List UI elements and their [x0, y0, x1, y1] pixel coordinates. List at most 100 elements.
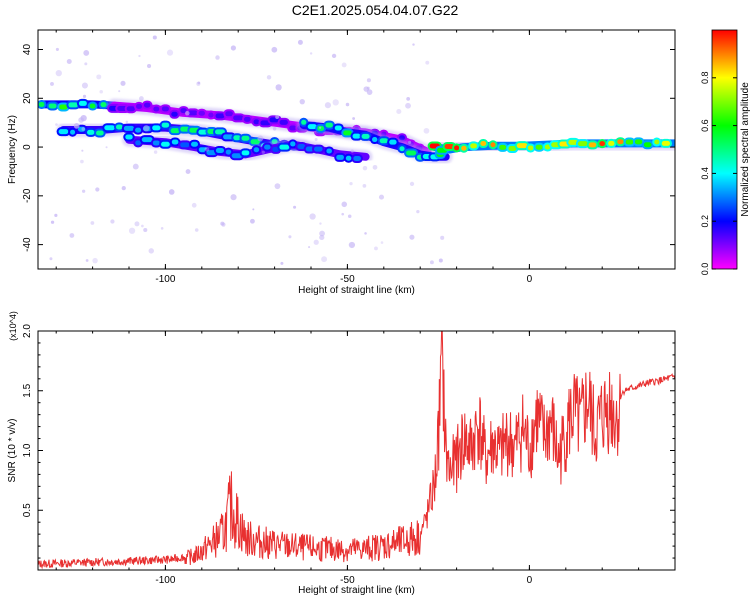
speckle — [83, 50, 90, 56]
speckle — [215, 55, 220, 60]
ridge-blob-core — [307, 124, 317, 130]
spectrogram-x-tick-label: -50 — [340, 274, 355, 285]
spectrogram-y-label: Frequency (Hz) — [7, 115, 18, 184]
ridge-blob-core — [461, 145, 467, 151]
ridge-blob-core — [643, 142, 652, 148]
ridge-blob-core — [231, 153, 243, 159]
speckle — [362, 184, 367, 188]
speckle — [55, 47, 59, 51]
snr-y-label: SNR (10 * v/v) — [7, 419, 18, 483]
speckle — [185, 169, 191, 175]
speckle — [347, 214, 352, 219]
speckle — [349, 182, 353, 186]
snr-x-tick-label: -50 — [340, 575, 355, 586]
ridge-blob-core — [516, 143, 528, 149]
ridge-blob-core — [206, 150, 217, 156]
ridge-blob-core — [152, 140, 160, 146]
speckle — [55, 123, 58, 126]
speckle — [396, 108, 402, 115]
ridge-blob-core — [454, 145, 460, 151]
ridge-blob-core — [59, 104, 68, 110]
spectrogram-y-tick-label: 0 — [22, 144, 33, 150]
ridge-blob-core — [577, 141, 588, 147]
spectrogram-marks — [38, 35, 675, 265]
spectrogram-panel: -100 -50 0 -40 -20 0 20 40 Height of straight … — [7, 29, 676, 296]
ridge-blob-core — [191, 141, 199, 147]
ridge-blob-core — [180, 108, 187, 114]
ridge-blob-core — [343, 130, 352, 136]
colorbar-tick-label: 0.2 — [700, 215, 710, 228]
spectrogram-x-tick-label: 0 — [527, 274, 533, 285]
speckle — [110, 219, 115, 224]
ridge-blob-core — [490, 142, 496, 148]
ridge-blob-core — [161, 106, 169, 112]
ridge-blob-core — [345, 155, 352, 161]
ridge-blob-core — [126, 106, 135, 112]
speckle — [350, 149, 354, 153]
ridge-blob-core — [241, 150, 250, 156]
speckle — [143, 125, 150, 132]
speckle — [362, 165, 368, 171]
ridge-blob-core — [372, 137, 378, 143]
speckle — [230, 194, 237, 201]
colorbar-tick-label: 0.4 — [700, 167, 710, 180]
ridge-blob-core — [89, 103, 96, 109]
ridge-blob-core — [100, 102, 107, 108]
speckle — [73, 123, 80, 129]
speckle — [299, 98, 305, 105]
ridge-blob-core — [141, 137, 153, 143]
ridge-blob-core — [198, 129, 208, 135]
colorbar: 0.0 0.2 0.4 0.6 0.8 Normalized spectral ampl… — [700, 29, 750, 275]
speckle — [430, 260, 434, 265]
ridge-blob-core — [144, 102, 151, 108]
speckle — [319, 230, 325, 237]
speckle — [49, 257, 53, 261]
ridge-blob-core — [171, 111, 178, 117]
ridge-blob-core — [215, 147, 225, 153]
ridge-blob-core — [253, 119, 260, 125]
ridge-blob-core — [104, 125, 115, 131]
speckle — [374, 246, 378, 251]
speckle — [341, 201, 348, 208]
speckle — [168, 189, 175, 195]
spectrogram-y-tick-label: -40 — [22, 237, 33, 252]
ridge-blob-core — [161, 141, 170, 147]
spectrogram-x-ticks: -100 -50 0 — [55, 30, 676, 285]
ridge-blob-core — [233, 135, 241, 141]
speckle — [82, 94, 87, 99]
speckle — [275, 84, 282, 91]
speckle — [366, 86, 370, 90]
ridge-blob-core — [225, 149, 232, 155]
speckle — [440, 235, 445, 240]
speckle — [313, 239, 319, 245]
ridge-blob-core — [241, 135, 250, 141]
speckle — [55, 70, 62, 77]
ridge-blob-core — [78, 100, 87, 106]
speckle — [81, 127, 85, 131]
speckle — [148, 248, 154, 254]
ridge-blob-core — [535, 144, 543, 150]
speckle — [272, 127, 277, 131]
spectrogram-y-tick-label: 40 — [22, 44, 33, 56]
speckle — [331, 53, 337, 59]
speckle — [372, 164, 378, 170]
colorbar-tick-label: 0.8 — [700, 72, 710, 85]
speckle — [425, 60, 430, 65]
ridge-blob-core — [297, 143, 306, 149]
ridge-blob-core — [634, 139, 643, 145]
speckle — [409, 181, 415, 187]
snr-x-ticks: -100 -50 0 — [55, 331, 676, 586]
speckle — [423, 127, 430, 134]
speckle — [319, 234, 325, 241]
ridge-blob-core — [353, 156, 361, 162]
ridge-blob-core — [215, 129, 225, 135]
speckle — [84, 62, 88, 66]
speckle — [96, 74, 102, 80]
ridge-blob-core — [444, 143, 455, 149]
speckle — [197, 81, 201, 85]
ridge-blob-core — [314, 146, 323, 152]
snr-frame — [37, 330, 676, 571]
speckle — [309, 213, 316, 220]
speckle — [147, 63, 152, 69]
ridge-blob-core — [290, 141, 296, 147]
